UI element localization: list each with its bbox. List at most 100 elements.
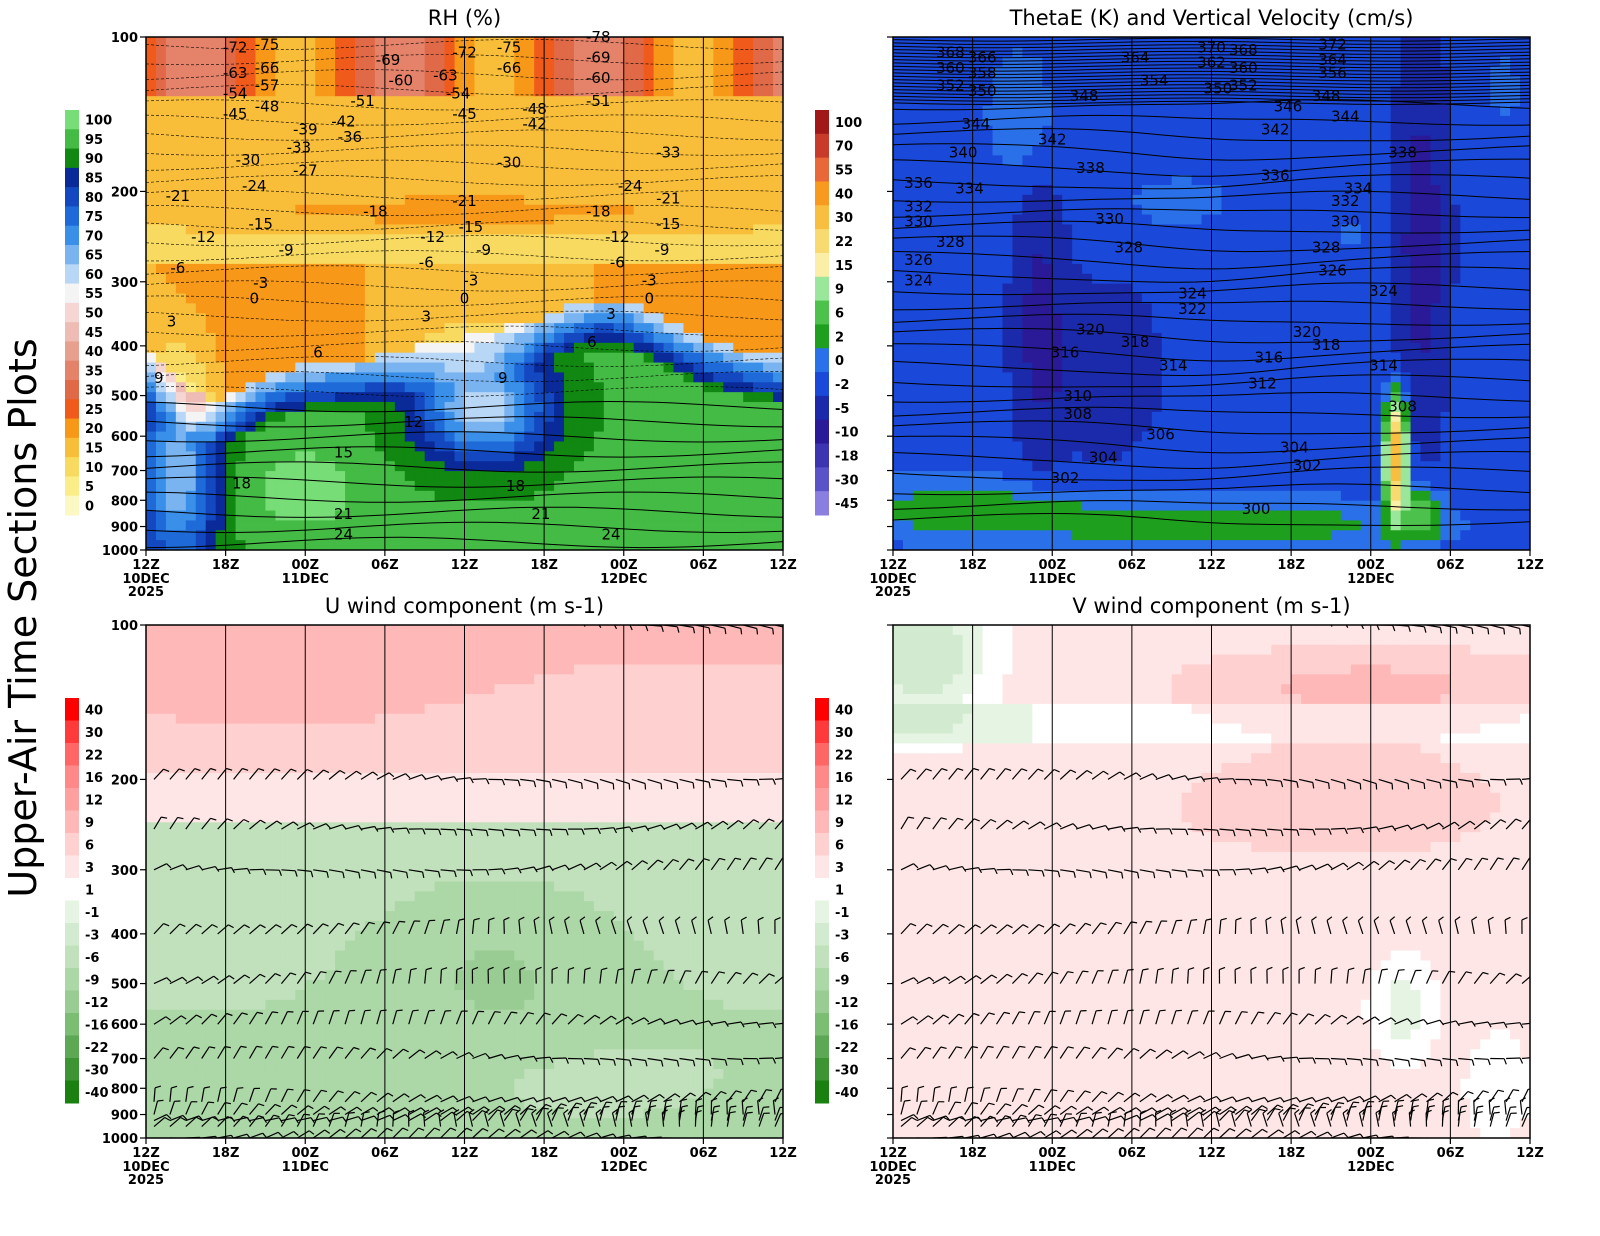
chart-panel-4: V wind component (m s-1)12Z 18Z 00Z 06Z 12Z 1… (815, 594, 1544, 1188)
wind-barb (166, 863, 172, 869)
wind-barb (1086, 769, 1093, 775)
wind-barb (663, 1106, 667, 1121)
wind-barb (542, 1107, 549, 1110)
wind-barb (1229, 1127, 1236, 1132)
wind-barb (241, 1012, 248, 1016)
wind-barb (996, 1103, 1006, 1115)
wind-barb (320, 1046, 327, 1049)
wind-barb (519, 1104, 531, 1115)
wind-barb (1073, 871, 1076, 878)
wind-barb (168, 1139, 170, 1145)
wind-barb (435, 1050, 442, 1055)
wind-barb (1250, 1011, 1259, 1025)
wind-barb (281, 625, 283, 626)
wind-barb (675, 916, 681, 921)
wind-barb (665, 1099, 673, 1102)
contour-line (146, 295, 783, 307)
wind-barb (1091, 825, 1106, 830)
wind-barb (615, 778, 630, 785)
wind-barb (615, 860, 628, 871)
colorbar-label: 30 (85, 726, 103, 741)
wind-barb (1341, 1014, 1348, 1019)
wind-barb (438, 829, 442, 836)
wind-barb (579, 916, 586, 921)
contour-label: -48 (255, 97, 280, 115)
wind-barb (1376, 826, 1381, 833)
wind-barb (185, 976, 199, 985)
wind-barb (1392, 625, 1396, 632)
wind-barb (220, 1086, 227, 1089)
wind-barb (1095, 1111, 1102, 1114)
wind-barb (1216, 1096, 1222, 1102)
wind-barb (1219, 1052, 1233, 1060)
wind-barb (517, 867, 522, 874)
colorbar-swatch (815, 968, 829, 991)
wind-barb (408, 1010, 414, 1025)
colorbar-label: 15 (835, 259, 853, 274)
wind-barb (1435, 858, 1442, 862)
wind-barb (456, 1110, 468, 1122)
wind-barb (1280, 781, 1284, 788)
wind-barb (229, 616, 234, 619)
wind-barb (1342, 862, 1349, 868)
wind-barb (1155, 1107, 1169, 1116)
wind-barb (750, 857, 757, 860)
wind-barb (1392, 1135, 1395, 1138)
wind-barb (1296, 1056, 1301, 1063)
wind-barb (312, 971, 322, 984)
wind-barb (378, 1110, 385, 1114)
wind-barb (1185, 1109, 1192, 1114)
wind-barb (774, 857, 783, 871)
contour-label: -18 (363, 202, 388, 220)
wind-barb (678, 1106, 683, 1121)
contour-line (146, 235, 783, 247)
wind-barb (154, 1085, 162, 1089)
wind-barb (321, 1089, 328, 1093)
wind-barb (1054, 923, 1061, 928)
wind-barb (1289, 1107, 1296, 1110)
wind-barb (280, 972, 291, 984)
wind-barb (244, 924, 250, 929)
wind-barb (1105, 872, 1108, 879)
wind-barb (520, 866, 535, 871)
contour-label: -3 (642, 272, 657, 290)
wind-barb (533, 619, 538, 623)
wind-barb (1457, 820, 1471, 830)
wind-barb (169, 768, 180, 780)
wind-barb (1439, 627, 1443, 634)
wind-barb (488, 917, 495, 921)
wind-barb (973, 1012, 980, 1017)
colorbar-label: 80 (85, 191, 103, 206)
colorbar-swatch (65, 1013, 79, 1036)
wind-barb (663, 970, 670, 984)
wind-barb (402, 1127, 409, 1132)
wind-barb (280, 768, 292, 780)
wind-barb (296, 1089, 305, 1103)
wind-barb (342, 1116, 347, 1123)
wind-barb (900, 977, 914, 985)
contour-label: 18 (232, 474, 251, 492)
contour-label: 362 (1197, 54, 1226, 72)
contour-label: -24 (618, 177, 643, 195)
wind-barb (565, 829, 569, 836)
wind-barb (1200, 870, 1204, 878)
wind-barb (438, 871, 441, 878)
wind-barb (900, 1100, 906, 1115)
wind-barb (758, 818, 770, 830)
wind-barb (501, 830, 505, 837)
wind-barb (424, 1107, 438, 1116)
wind-barb (1421, 920, 1428, 935)
wind-barb (1107, 1010, 1113, 1025)
wind-barb (1412, 1099, 1420, 1102)
wind-barb (1011, 1103, 1023, 1115)
wind-barb (392, 1093, 405, 1103)
wind-barb (961, 866, 967, 872)
wind-barb (1169, 871, 1172, 879)
wind-barb (900, 863, 914, 871)
wind-barb (1292, 1103, 1299, 1108)
wind-barb (296, 1113, 305, 1127)
wind-barb (626, 920, 633, 935)
colorbar-label: 30 (85, 384, 103, 399)
wind-barb (472, 1106, 485, 1115)
wind-barb (611, 916, 617, 922)
